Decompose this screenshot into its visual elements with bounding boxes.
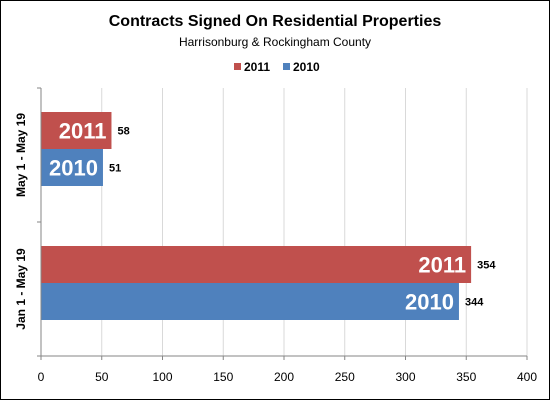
bars: 2011 58 2010 51 2011 354 2010 344	[41, 112, 496, 320]
bar-2011-0	[41, 112, 112, 149]
chart-subtitle: Harrisonburg & Rockingham County	[179, 35, 371, 49]
data-label-2010-0: 51	[109, 163, 121, 175]
bar-2010-1	[41, 283, 459, 320]
legend: 2011 2010	[234, 60, 320, 74]
bar-series-label-2011-0: 2011	[59, 119, 107, 144]
legend-label-2011: 2011	[244, 60, 270, 74]
x-tick-labels: 0 50 100 150 200 250 300 350 400	[38, 370, 538, 384]
bar-series-label-2011-1: 2011	[418, 253, 466, 278]
legend-swatch-2010	[283, 63, 290, 70]
data-label-2011-0: 58	[117, 126, 129, 138]
axes	[37, 87, 528, 360]
bar-2010-0	[41, 149, 103, 186]
chart-title: Contracts Signed On Residential Properti…	[109, 13, 442, 30]
data-label-2011-1: 354	[477, 260, 496, 272]
bar-series-label-2010-0: 2010	[49, 156, 98, 181]
category-labels: May 1 - May 19 Jan 1 - May 19	[14, 113, 28, 330]
category-label-1: Jan 1 - May 19	[14, 248, 28, 330]
x-tick-label-200: 200	[274, 370, 294, 384]
x-tick-label-150: 150	[213, 370, 233, 384]
x-tick-label-50: 50	[95, 370, 109, 384]
x-tick-label-400: 400	[517, 370, 537, 384]
x-tick-label-100: 100	[152, 370, 172, 384]
bar-2011-1	[41, 246, 472, 283]
data-label-2010-1: 344	[465, 297, 484, 309]
category-label-0: May 1 - May 19	[14, 113, 28, 197]
x-tick-label-350: 350	[456, 370, 476, 384]
x-tick-label-250: 250	[335, 370, 355, 384]
gridlines	[101, 88, 528, 356]
x-tick-label-300: 300	[395, 370, 415, 384]
legend-label-2010: 2010	[293, 60, 320, 74]
bar-series-label-2010-1: 2010	[405, 290, 454, 315]
x-tick-label-0: 0	[38, 370, 45, 384]
legend-swatch-2011	[234, 63, 241, 70]
